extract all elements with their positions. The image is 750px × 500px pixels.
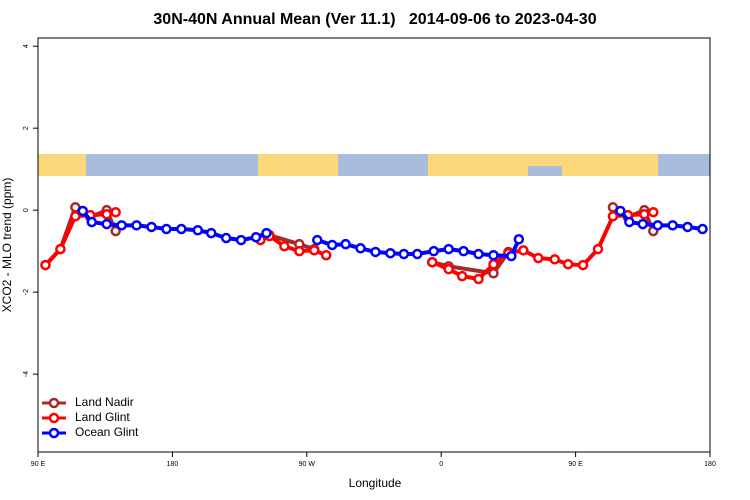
data-point: [235, 234, 247, 246]
data-point: [426, 256, 438, 268]
data-point: [682, 221, 693, 233]
x-tick-label: 90 W: [299, 461, 316, 468]
data-point: [77, 205, 89, 217]
data-point: [220, 232, 232, 244]
data-point: [624, 216, 635, 228]
x-tick-label: 90 E: [568, 461, 583, 468]
data-point: [639, 209, 650, 220]
data-point: [488, 268, 499, 279]
data-point: [667, 220, 678, 231]
data-point: [652, 220, 663, 231]
data-point: [533, 252, 544, 264]
data-point: [473, 248, 484, 260]
data-point: [326, 239, 338, 251]
legend-marker: [48, 427, 60, 439]
data-point: [192, 224, 204, 236]
data-point: [473, 273, 484, 285]
y-tick-label: -2: [23, 289, 30, 295]
data-point: [101, 209, 112, 220]
legend-marker: [48, 397, 60, 409]
legend-label: Land Glint: [75, 410, 130, 424]
data-point: [398, 248, 410, 260]
x-tick-label: 0: [439, 461, 443, 468]
legend-label: Ocean Glint: [75, 425, 139, 439]
data-point: [648, 206, 659, 218]
y-tick-label: 2: [23, 126, 30, 130]
data-point: [101, 218, 112, 230]
data-point: [261, 227, 272, 239]
map-strip: [38, 154, 710, 176]
data-point: [458, 245, 469, 257]
data-point: [488, 259, 499, 270]
data-point: [506, 250, 517, 262]
data-point: [592, 243, 604, 255]
data-point: [385, 247, 396, 259]
data-point: [70, 211, 81, 222]
data-point: [110, 206, 121, 218]
data-point: [549, 254, 560, 265]
data-point: [205, 227, 217, 239]
data-point: [518, 245, 529, 256]
data-point: [697, 223, 708, 235]
data-point: [456, 270, 468, 282]
y-tick-label: 0: [23, 208, 30, 212]
data-point: [312, 234, 323, 246]
x-axis-label: Longitude: [349, 476, 402, 490]
data-point: [443, 263, 454, 275]
data-point: [279, 240, 290, 252]
legend-label: Land Nadir: [75, 395, 134, 409]
plot-frame: [37, 37, 711, 453]
x-tick-label: 90 E: [31, 461, 46, 468]
data-point: [40, 259, 51, 271]
data-point: [370, 246, 381, 258]
data-point: [488, 249, 499, 261]
data-point: [309, 245, 320, 256]
data-point: [428, 245, 439, 257]
data-point: [55, 243, 66, 255]
data-point: [355, 243, 366, 254]
data-point: [340, 238, 351, 250]
data-point: [161, 223, 172, 235]
data-point: [637, 218, 649, 230]
y-tick-label: 4: [23, 44, 30, 48]
data-point: [294, 245, 305, 257]
x-tick-label: 180: [167, 461, 179, 468]
data-point: [116, 220, 127, 231]
data-point: [562, 259, 574, 270]
data-point: [146, 221, 157, 233]
data-point: [513, 234, 525, 245]
data-point: [320, 249, 332, 261]
legend-marker: [48, 412, 60, 424]
data-point: [176, 223, 187, 235]
chart-title: 30N-40N Annual Mean (Ver 11.1) 2014-09-0…: [153, 11, 596, 28]
x-tick-label: 180: [704, 461, 716, 468]
data-point: [110, 225, 121, 237]
data-point: [86, 216, 98, 228]
data-point: [577, 259, 589, 271]
data-point: [607, 211, 619, 222]
y-tick-label: -4: [23, 371, 30, 377]
data-point: [412, 248, 423, 260]
data-point: [131, 220, 142, 231]
data-point: [615, 205, 626, 217]
y-axis-label: XCO2 - MLO trend (ppm): [0, 178, 14, 313]
data-point: [250, 231, 262, 243]
data-point: [443, 243, 454, 255]
